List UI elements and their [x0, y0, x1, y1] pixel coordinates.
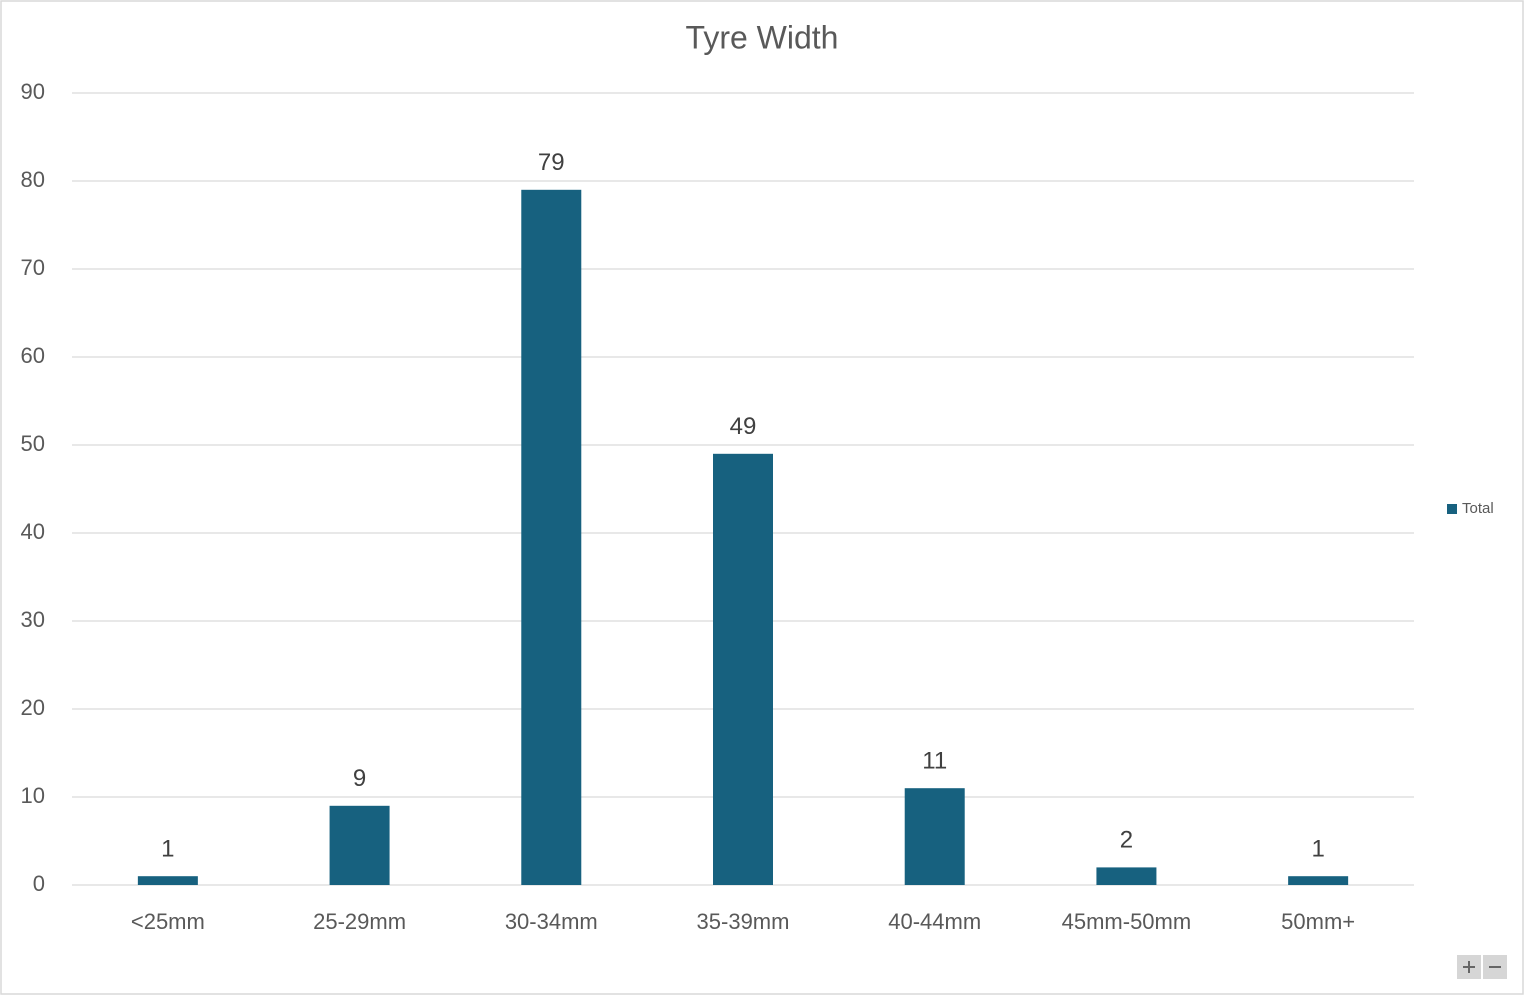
y-tick-label: 80 [21, 167, 45, 192]
data-label: 1 [161, 836, 174, 863]
y-tick-label: 30 [21, 607, 45, 632]
bar [1096, 867, 1157, 885]
data-label: 79 [538, 149, 565, 176]
bar [329, 805, 390, 885]
data-label: 9 [353, 765, 366, 792]
y-tick-label: 10 [21, 783, 45, 808]
y-tick-label: 20 [21, 695, 45, 720]
data-label: 1 [1311, 836, 1324, 863]
x-tick-label: 25-29mm [313, 909, 406, 934]
bar [521, 189, 582, 886]
y-tick-label: 0 [33, 871, 45, 896]
bar [1288, 876, 1349, 885]
x-tick-label: 30-34mm [505, 909, 598, 934]
x-tick-label: 50mm+ [1281, 909, 1355, 934]
y-tick-label: 40 [21, 519, 45, 544]
bar [713, 453, 773, 885]
x-tick-label: 40-44mm [888, 909, 981, 934]
legend-label: Total [1462, 500, 1494, 517]
y-tick-label: 50 [21, 431, 45, 456]
x-tick-label: 45mm-50mm [1062, 909, 1192, 934]
bar [137, 876, 198, 885]
legend-swatch [1447, 504, 1457, 514]
y-tick-label: 90 [21, 79, 45, 104]
y-tick-label: 70 [21, 255, 45, 280]
chart-title: Tyre Width [686, 19, 839, 55]
zoom-controls[interactable] [1457, 955, 1507, 979]
bar [904, 788, 965, 885]
y-tick-label: 60 [21, 343, 45, 368]
data-label: 2 [1120, 827, 1133, 854]
x-tick-label: <25mm [131, 909, 205, 934]
data-label: 49 [730, 413, 757, 440]
data-label: 11 [922, 748, 947, 775]
x-tick-label: 35-39mm [697, 909, 790, 934]
